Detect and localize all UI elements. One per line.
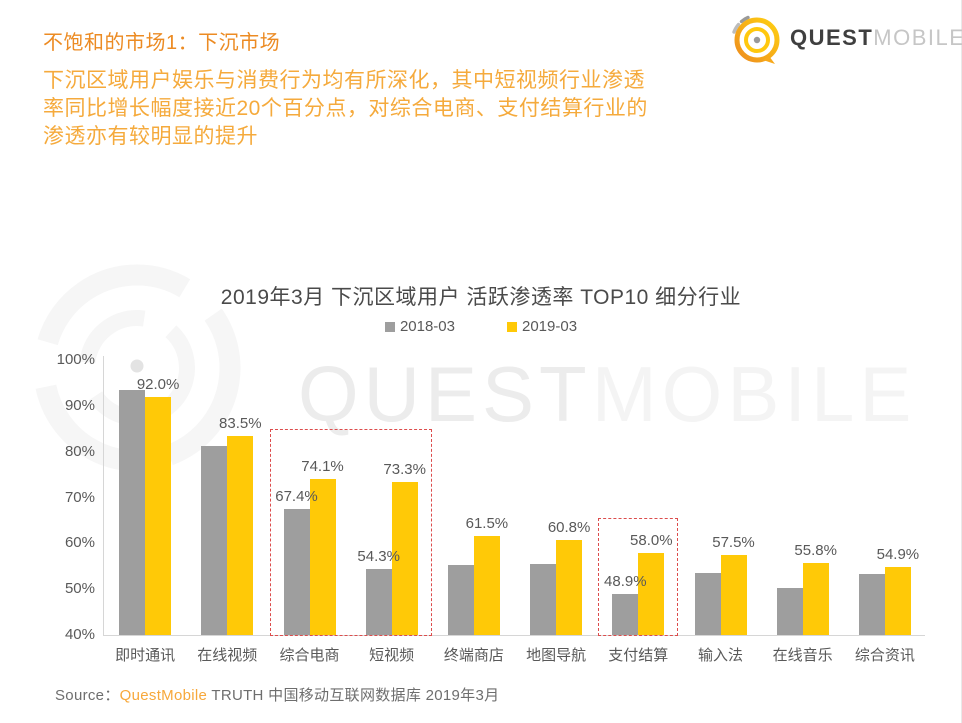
value-label-2019-03-短视频: 73.3% — [383, 461, 426, 479]
bar-2019-03-综合电商 — [309, 478, 336, 635]
value-label-2019-03-在线视频: 83.5% — [219, 414, 262, 432]
y-axis: 100% 90% 80% 70% 60% 50% 40% — [40, 351, 95, 643]
bar-2018-03-支付结算 — [612, 594, 639, 635]
y-tick-label: 70% — [64, 488, 95, 506]
bar-2019-03-在线音乐 — [802, 562, 829, 635]
category-label-终端商店: 终端商店 — [443, 647, 504, 664]
chart-title: 2019年3月 下沉区域用户 活跃渗透率 TOP10 细分行业 — [220, 286, 742, 309]
subtitle-line-2: 率同比增长幅度接近20个百分点，对综合电商、支付结算行业的 — [43, 97, 648, 120]
value-label-2019-03-在线音乐: 55.8% — [794, 541, 837, 559]
source-brand: QuestMobile — [119, 687, 208, 704]
value-label-2019-03-综合电商: 74.1% — [301, 457, 344, 475]
bar-2018-03-在线音乐 — [776, 587, 803, 635]
legend-swatch-2018-03 — [384, 321, 395, 332]
bar-2019-03-即时通讯 — [145, 396, 172, 635]
bar-2018-03-综合资讯 — [858, 573, 885, 635]
value-label-2019-03-地图导航: 60.8% — [547, 518, 591, 536]
source-prefix: Source： — [55, 687, 120, 704]
category-label-地图导航: 地图导航 — [526, 647, 587, 664]
legend-label-2018-03: 2018-03 — [399, 318, 455, 335]
bar-2019-03-综合资讯 — [884, 566, 911, 635]
logo-wordmark: QUESTMOBILE — [790, 25, 962, 51]
category-label-短视频: 短视频 — [369, 647, 415, 664]
chart-legend: 2018-03 2019-03 — [0, 318, 962, 335]
value-label-2019-03-即时通讯: 92.0% — [136, 375, 180, 393]
plot-area: 92.0% 即时通讯 83.5% 在线视频 67.4% 74.1% 综合电商 54.3% 73.… — [103, 356, 925, 664]
subtitle-line-1: 下沉区域用户娱乐与消费行为均有所深化，其中短视频行业渗透 — [43, 69, 645, 92]
watermark-mobile: MOBILE — [591, 350, 917, 438]
legend-item-2019-03: 2019-03 — [507, 318, 577, 335]
category-label-在线视频: 在线视频 — [197, 647, 258, 664]
category-label-综合电商: 综合电商 — [279, 647, 340, 664]
y-tick-label: 90% — [64, 396, 95, 414]
bar-2019-03-输入法 — [720, 554, 747, 635]
value-label-2018-03-支付结算: 48.9% — [604, 573, 647, 591]
y-tick-label: 80% — [64, 442, 95, 460]
category-label-即时通讯: 即时通讯 — [115, 647, 176, 664]
y-tick-label: 50% — [64, 580, 95, 598]
value-label-2018-03-短视频: 54.3% — [357, 548, 400, 566]
highlight-box — [598, 518, 679, 636]
bar-2019-03-支付结算 — [638, 552, 665, 635]
logo-quest-text: QUEST — [790, 25, 874, 50]
value-label-2019-03-支付结算: 58.0% — [630, 531, 673, 549]
questmobile-logo: QUESTMOBILE — [727, 11, 962, 65]
value-label-2019-03-终端商店: 61.5% — [465, 515, 509, 533]
legend-item-2018-03: 2018-03 — [384, 318, 455, 335]
bar-2019-03-地图导航 — [556, 539, 583, 635]
questmobile-watermark-text: QUESTMOBILE — [298, 349, 916, 440]
header: 不饱和的市场1：下沉市场 下沉区域用户娱乐与消费行为均有所深化，其中短视频行业渗… — [43, 26, 743, 151]
subtitle-line-3: 渗透亦有较明显的提升 — [43, 125, 258, 148]
bar-2018-03-终端商店 — [447, 564, 474, 635]
bar-2018-03-输入法 — [694, 573, 721, 635]
legend-label-2019-03: 2019-03 — [522, 318, 578, 335]
highlight-box — [269, 428, 432, 636]
category-label-综合资讯: 综合资讯 — [854, 647, 915, 664]
page-title: 不饱和的市场1：下沉市场 — [43, 32, 281, 54]
value-label-2019-03-综合资讯: 54.9% — [876, 545, 920, 563]
logo-mobile-text: MOBILE — [873, 25, 962, 50]
y-tick-label: 100% — [56, 351, 95, 368]
legend-swatch-2019-03 — [507, 321, 517, 332]
category-label-输入法: 输入法 — [697, 647, 743, 664]
bar-2018-03-短视频 — [365, 569, 392, 635]
value-label-2018-03-综合电商: 67.4% — [275, 488, 318, 506]
bar-2019-03-终端商店 — [473, 536, 500, 635]
bar-2018-03-综合电商 — [283, 509, 310, 635]
bar-2018-03-在线视频 — [201, 445, 228, 635]
bar-2018-03-即时通讯 — [119, 389, 146, 635]
category-label-支付结算: 支付结算 — [608, 647, 669, 664]
source-rest: TRUTH 中国移动互联网数据库 2019年3月 — [207, 687, 500, 704]
page-subtitle: 下沉区域用户娱乐与消费行为均有所深化，其中短视频行业渗透 率同比增长幅度接近20… — [43, 67, 743, 151]
bar-2019-03-短视频 — [391, 482, 418, 635]
questmobile-logo-icon — [732, 15, 780, 64]
category-label-在线音乐: 在线音乐 — [772, 647, 833, 664]
source-line: Source：QuestMobile TRUTH 中国移动互联网数据库 2019… — [55, 684, 499, 705]
watermark-quest: QUEST — [298, 350, 592, 438]
y-tick-label: 40% — [64, 626, 95, 643]
y-tick-label: 60% — [64, 534, 95, 552]
value-label-2019-03-输入法: 57.5% — [712, 533, 755, 551]
bar-2018-03-地图导航 — [530, 563, 557, 635]
bar-2019-03-在线视频 — [227, 435, 254, 635]
